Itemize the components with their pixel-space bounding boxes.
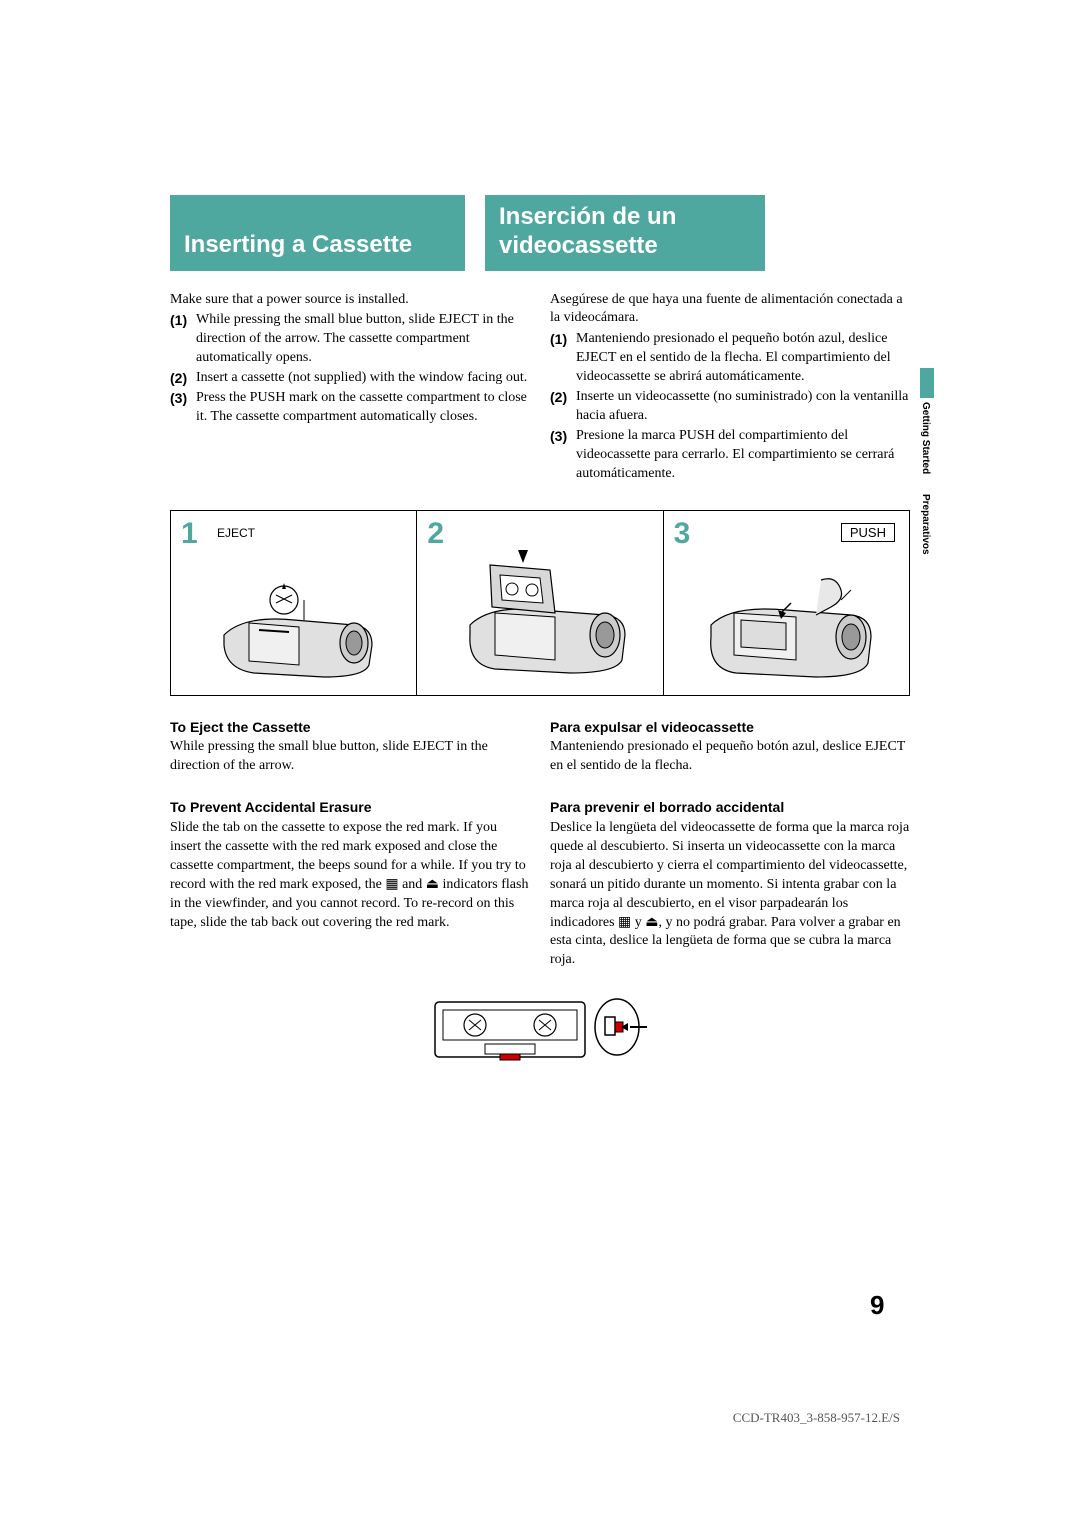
sub-eject-es-h: Para expulsar el videocassette xyxy=(550,718,910,737)
step-text: Insert a cassette (not supplied) with th… xyxy=(196,369,530,388)
eject-label: EJECT xyxy=(217,526,255,540)
panel-3: 3 PUSH xyxy=(664,511,909,695)
col-en: Make sure that a power source is install… xyxy=(170,291,530,484)
footer-code: CCD-TR403_3-858-957-12.E/S xyxy=(170,1410,900,1426)
sidebar: Getting Started Preparativos xyxy=(920,368,940,588)
sub-prevent-es-p: Deslice la lengüeta del videocassette de… xyxy=(550,819,910,970)
step-text: Manteniendo presionado el pequeño botón … xyxy=(576,330,910,387)
bottom-columns: To Eject the Cassette While pressing the… xyxy=(170,696,910,973)
panel-num-3: 3 xyxy=(674,517,691,551)
step-num: (1) xyxy=(550,330,576,387)
step-es-2: (2) Inserte un videocassette (no suminis… xyxy=(550,388,910,426)
page-number: 9 xyxy=(870,1290,884,1321)
step-en-1: (1) While pressing the small blue button… xyxy=(170,311,530,368)
panel-1: 1 EJECT xyxy=(171,511,417,695)
sub-prevent-es-h: Para prevenir el borrado accidental xyxy=(550,798,910,817)
cassette-icon xyxy=(425,992,655,1072)
intro-en: Make sure that a power source is install… xyxy=(170,291,530,310)
panel-num-1: 1 xyxy=(181,517,198,551)
bottom-col-es: Para expulsar el videocassette Mantenien… xyxy=(550,696,910,973)
step-num: (2) xyxy=(550,388,576,426)
sub-eject-en-p: While pressing the small blue button, sl… xyxy=(170,738,530,776)
step-text: Inserte un videocassette (no suministrad… xyxy=(576,388,910,426)
step-es-1: (1) Manteniendo presionado el pequeño bo… xyxy=(550,330,910,387)
step-num: (3) xyxy=(550,427,576,484)
intro-columns: Make sure that a power source is install… xyxy=(170,291,910,484)
col-es: Asegúrese de que haya una fuente de alim… xyxy=(550,291,910,484)
sub-prevent-en-p: Slide the tab on the cassette to expose … xyxy=(170,819,530,932)
side-text-b: Preparativos xyxy=(920,494,931,555)
step-es-3: (3) Presione la marca PUSH del compartim… xyxy=(550,427,910,484)
side-tab-icon xyxy=(920,368,934,398)
step-num: (2) xyxy=(170,369,196,388)
cassette-figure xyxy=(170,992,910,1077)
step-text: While pressing the small blue button, sl… xyxy=(196,311,530,368)
sub-eject-en-h: To Eject the Cassette xyxy=(170,718,530,737)
panel-2: 2 xyxy=(417,511,663,695)
title-en: Inserting a Cassette xyxy=(170,195,465,271)
camcorder-icon-3 xyxy=(686,555,886,685)
step-num: (3) xyxy=(170,389,196,427)
step-text: Presione la marca PUSH del compartimient… xyxy=(576,427,910,484)
intro-es: Asegúrese de que haya una fuente de alim… xyxy=(550,291,910,329)
side-text-a: Getting Started xyxy=(920,402,931,474)
step-en-2: (2) Insert a cassette (not supplied) wit… xyxy=(170,369,530,388)
step-en-3: (3) Press the PUSH mark on the cassette … xyxy=(170,389,530,427)
figure-row: 1 EJECT 2 xyxy=(170,510,910,696)
camcorder-icon-1 xyxy=(204,565,384,685)
push-label: PUSH xyxy=(841,523,895,542)
step-text: Press the PUSH mark on the cassette comp… xyxy=(196,389,530,427)
sub-prevent-en-h: To Prevent Accidental Erasure xyxy=(170,798,530,817)
title-row: Inserting a Cassette Inserción de un vid… xyxy=(170,195,910,271)
bottom-col-en: To Eject the Cassette While pressing the… xyxy=(170,696,530,973)
step-num: (1) xyxy=(170,311,196,368)
sub-eject-es-p: Manteniendo presionado el pequeño botón … xyxy=(550,738,910,776)
title-es: Inserción de un videocassette xyxy=(485,195,765,271)
camcorder-icon-2 xyxy=(440,535,640,685)
